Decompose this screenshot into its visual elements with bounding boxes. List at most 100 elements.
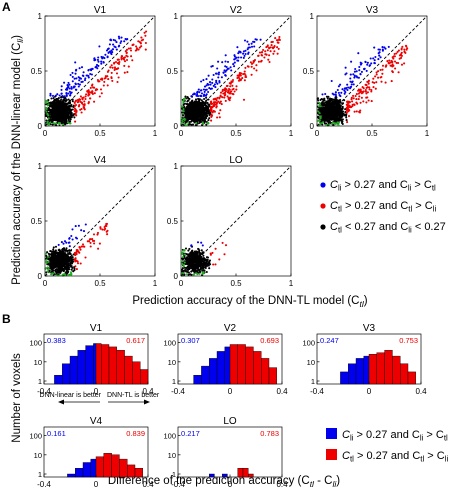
red-point [106,84,109,87]
green-point [182,101,185,104]
red-point [379,76,382,79]
black-point [58,265,61,268]
blue-point [377,52,380,55]
black-point [63,259,66,262]
blue-point [200,241,203,244]
hist-y-label: Number of voxels [11,353,23,443]
red-point [110,76,113,79]
black-point [189,273,192,276]
blue-point [224,54,227,57]
red-point [227,87,231,91]
red-point [274,37,277,40]
legend-text-part: > 0.27 and C [354,450,420,462]
blue-point [93,57,96,60]
black-point [58,249,61,252]
green-point [181,119,184,122]
y-tick-label: 0 [38,122,43,131]
blue-point [224,74,227,77]
blue-point [124,37,127,41]
black-point [320,113,323,116]
y-tick-label: 1 [38,377,42,386]
red-point [93,239,96,242]
green-point [195,272,198,275]
blue-point [71,75,74,78]
black-point [208,267,211,270]
red-point [355,93,358,96]
red-point [129,49,133,52]
blue-point [60,241,63,244]
blue-point [78,79,81,82]
y-tick-label: 1 [174,162,179,171]
red-point [243,72,246,75]
black-point [204,116,207,120]
red-point [209,109,213,112]
black-point [53,116,56,119]
blue-point [82,74,85,78]
black-point [50,264,53,267]
blue-point [340,91,343,94]
red-point [219,91,223,94]
blue-point [100,62,103,65]
green-point [58,274,61,277]
black-point [199,252,203,255]
red-point [107,78,110,81]
red-point [233,90,236,93]
black-point [190,258,193,261]
black-point [200,99,203,102]
black-point [195,255,198,258]
black-point [194,98,198,101]
red-point [272,52,275,55]
hist-bar-blue [62,363,71,385]
red-point [244,66,247,69]
black-point [326,97,329,100]
red-point [213,98,216,101]
green-point [45,258,48,261]
blue-point [222,71,225,74]
black-point [57,107,61,111]
red-point [140,36,143,39]
red-point [78,98,81,101]
green-point [317,105,320,108]
red-point [218,258,221,261]
red-point [400,63,404,66]
better-arrows: DNN-linear is better DNN-TL is better [40,392,160,405]
blue-point [220,76,223,79]
green-point [325,124,328,127]
red-point [106,75,109,78]
red-point [273,50,276,53]
black-point [186,253,189,256]
black-point [325,119,328,122]
red-point [379,68,382,72]
blue-point [74,69,78,72]
red-point [123,64,126,67]
red-point [238,78,241,81]
x-tick-label: 0.5 [94,279,106,288]
red-point [370,88,373,92]
red-point [266,49,269,52]
blue-point [337,91,340,94]
arrow-right-head [144,399,150,405]
blue-point [207,90,210,94]
legend-text-part: C [330,200,338,212]
black-point [335,103,338,106]
red-point [122,57,125,60]
blue-point [212,84,215,87]
black-point [58,253,61,256]
black-point [57,256,60,260]
red-point [79,108,82,111]
blue-point [58,94,61,97]
diagonal-line [180,15,292,127]
x-tick-label: -0.4 [37,387,51,396]
black-point [53,105,57,108]
green-point [46,255,50,258]
blue-point [212,73,215,77]
black-point [59,100,62,103]
blue-point [225,69,228,72]
blue-point [349,73,352,76]
green-point [67,274,71,277]
black-point [60,251,63,254]
black-point [181,267,184,270]
red-point [126,71,129,74]
black-point [49,116,52,119]
black-point [187,107,190,110]
